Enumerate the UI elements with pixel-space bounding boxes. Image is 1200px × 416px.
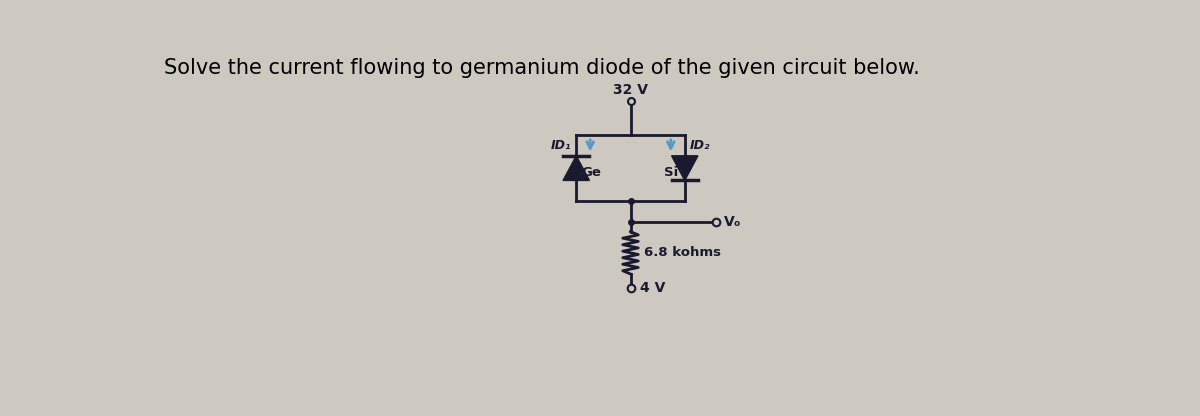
Polygon shape bbox=[672, 156, 698, 181]
Text: Ge: Ge bbox=[582, 166, 601, 179]
Text: ID₁: ID₁ bbox=[551, 139, 571, 152]
Text: 32 V: 32 V bbox=[613, 83, 648, 97]
Text: ID₂: ID₂ bbox=[690, 139, 710, 152]
Text: Vₒ: Vₒ bbox=[724, 215, 742, 229]
Text: Solve the current flowing to germanium diode of the given circuit below.: Solve the current flowing to germanium d… bbox=[164, 58, 919, 78]
Polygon shape bbox=[563, 156, 589, 181]
Text: Si: Si bbox=[665, 166, 678, 179]
Text: 4 V: 4 V bbox=[640, 281, 665, 295]
Text: 6.8 kohms: 6.8 kohms bbox=[644, 246, 721, 259]
